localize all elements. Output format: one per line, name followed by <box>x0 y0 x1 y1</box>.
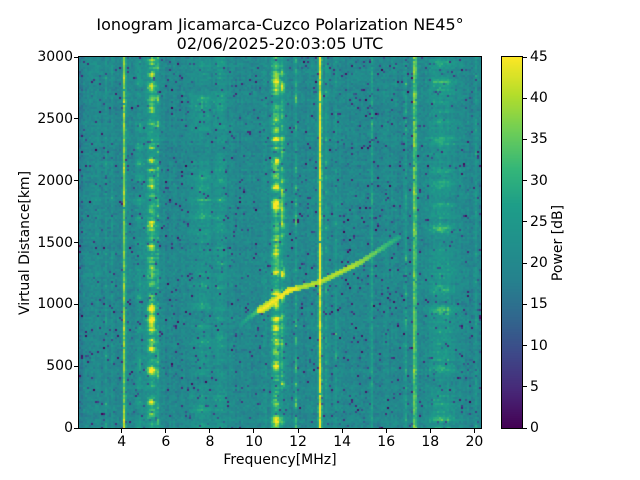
colorbar-tick-mark <box>523 427 527 429</box>
colorbar-tick-mark <box>523 386 527 388</box>
colorbar-tick-label: 25 <box>530 213 548 230</box>
x-tick-label: 10 <box>245 434 263 450</box>
x-tick-label: 18 <box>421 434 440 450</box>
colorbar-tick-label: 10 <box>530 337 548 354</box>
y-tick-mark <box>74 303 78 305</box>
x-tick-label: 14 <box>333 434 352 450</box>
x-tick-mark <box>165 429 167 433</box>
y-axis-label: Virtual Distance[km] <box>17 170 33 316</box>
colorbar <box>502 57 522 428</box>
x-tick-mark <box>253 429 255 433</box>
x-tick-mark <box>429 429 431 433</box>
colorbar-tick-label: 30 <box>530 172 548 189</box>
colorbar-tick-label: 45 <box>530 49 548 65</box>
colorbar-tick-mark <box>523 56 527 58</box>
x-tick-label: 12 <box>289 434 307 450</box>
x-tick-mark <box>121 429 123 433</box>
y-tick-mark <box>74 427 78 429</box>
colorbar-tick-label: 35 <box>530 131 548 148</box>
chart-title: Ionogram Jicamarca-Cuzco Polarization NE… <box>96 15 464 34</box>
x-tick-mark <box>297 429 299 433</box>
y-tick-mark <box>74 242 78 243</box>
colorbar-tick-label: 20 <box>530 255 548 272</box>
y-tick-label: 0 <box>64 420 73 436</box>
y-tick-label: 500 <box>46 358 73 375</box>
x-tick-mark <box>385 429 387 433</box>
x-tick-label: 4 <box>117 434 127 450</box>
x-tick-label: 6 <box>161 434 171 450</box>
x-tick-label: 8 <box>205 434 215 450</box>
colorbar-tick-mark <box>523 138 527 140</box>
x-tick-mark <box>473 429 475 433</box>
ionogram-heatmap <box>79 57 481 428</box>
y-tick-mark <box>74 365 78 367</box>
x-tick-label: 20 <box>465 434 484 450</box>
x-axis-label: Frequency[MHz] <box>223 452 337 468</box>
colorbar-tick-label: 40 <box>530 90 548 107</box>
colorbar-tick-mark <box>523 180 527 182</box>
colorbar-tick-mark <box>523 262 527 264</box>
colorbar-tick-label: 0 <box>530 420 539 436</box>
y-tick-label: 2500 <box>37 110 73 127</box>
y-tick-label: 1500 <box>37 234 73 251</box>
y-tick-label: 1000 <box>37 296 73 313</box>
colorbar-tick-mark <box>523 303 527 305</box>
y-tick-mark <box>74 118 78 120</box>
colorbar-tick-label: 5 <box>530 378 539 395</box>
y-tick-mark <box>74 180 78 182</box>
colorbar-tick-mark <box>523 221 527 223</box>
x-tick-mark <box>209 429 211 433</box>
colorbar-tick-mark <box>523 97 527 99</box>
y-tick-label: 2000 <box>37 172 73 189</box>
y-tick-mark <box>74 56 78 58</box>
colorbar-label: Power [dB] <box>550 204 566 282</box>
colorbar-tick-mark <box>523 345 527 347</box>
chart-subtitle: 02/06/2025-20:03:05 UTC <box>176 34 384 53</box>
x-tick-label: 16 <box>377 434 396 450</box>
y-tick-label: 3000 <box>37 49 73 65</box>
x-tick-mark <box>341 429 343 433</box>
colorbar-tick-label: 15 <box>530 296 548 313</box>
